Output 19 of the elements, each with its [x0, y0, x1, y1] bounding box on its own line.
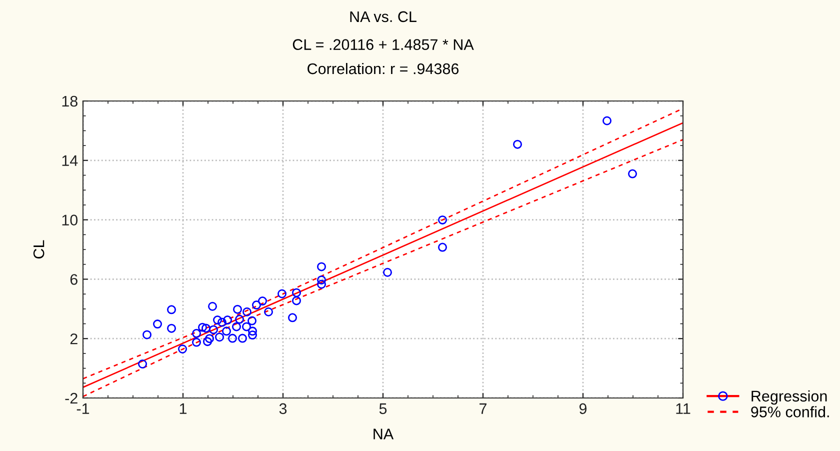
- x-tick-label: 5: [379, 403, 387, 414]
- chart-subtitle: CL = .20116 + 1.4857 * NA Correlation: r = .94386: [292, 39, 474, 74]
- y-tick-label: 6: [70, 274, 78, 285]
- x-tick-label: 11: [676, 403, 690, 414]
- x-tick-label: 9: [579, 403, 587, 414]
- legend-label: Regression: [752, 390, 827, 405]
- x-tick-label: -1: [76, 403, 90, 414]
- legend-label: 95% confid.: [751, 406, 829, 418]
- x-tick-label: 7: [480, 403, 486, 414]
- y-tick-label: 10: [62, 214, 78, 226]
- y-tick-label: 18: [62, 96, 78, 107]
- y-tick-label: 2: [70, 333, 78, 344]
- x-tick-label: 1: [180, 403, 187, 414]
- y-tick-label: 14: [62, 155, 78, 166]
- x-tick-label: 3: [279, 403, 287, 414]
- y-axis-title: CL: [33, 240, 44, 258]
- x-axis-title: NA: [374, 428, 394, 440]
- y-tick-label: -2: [65, 392, 78, 404]
- chart-title: NA vs. CL: [350, 11, 416, 22]
